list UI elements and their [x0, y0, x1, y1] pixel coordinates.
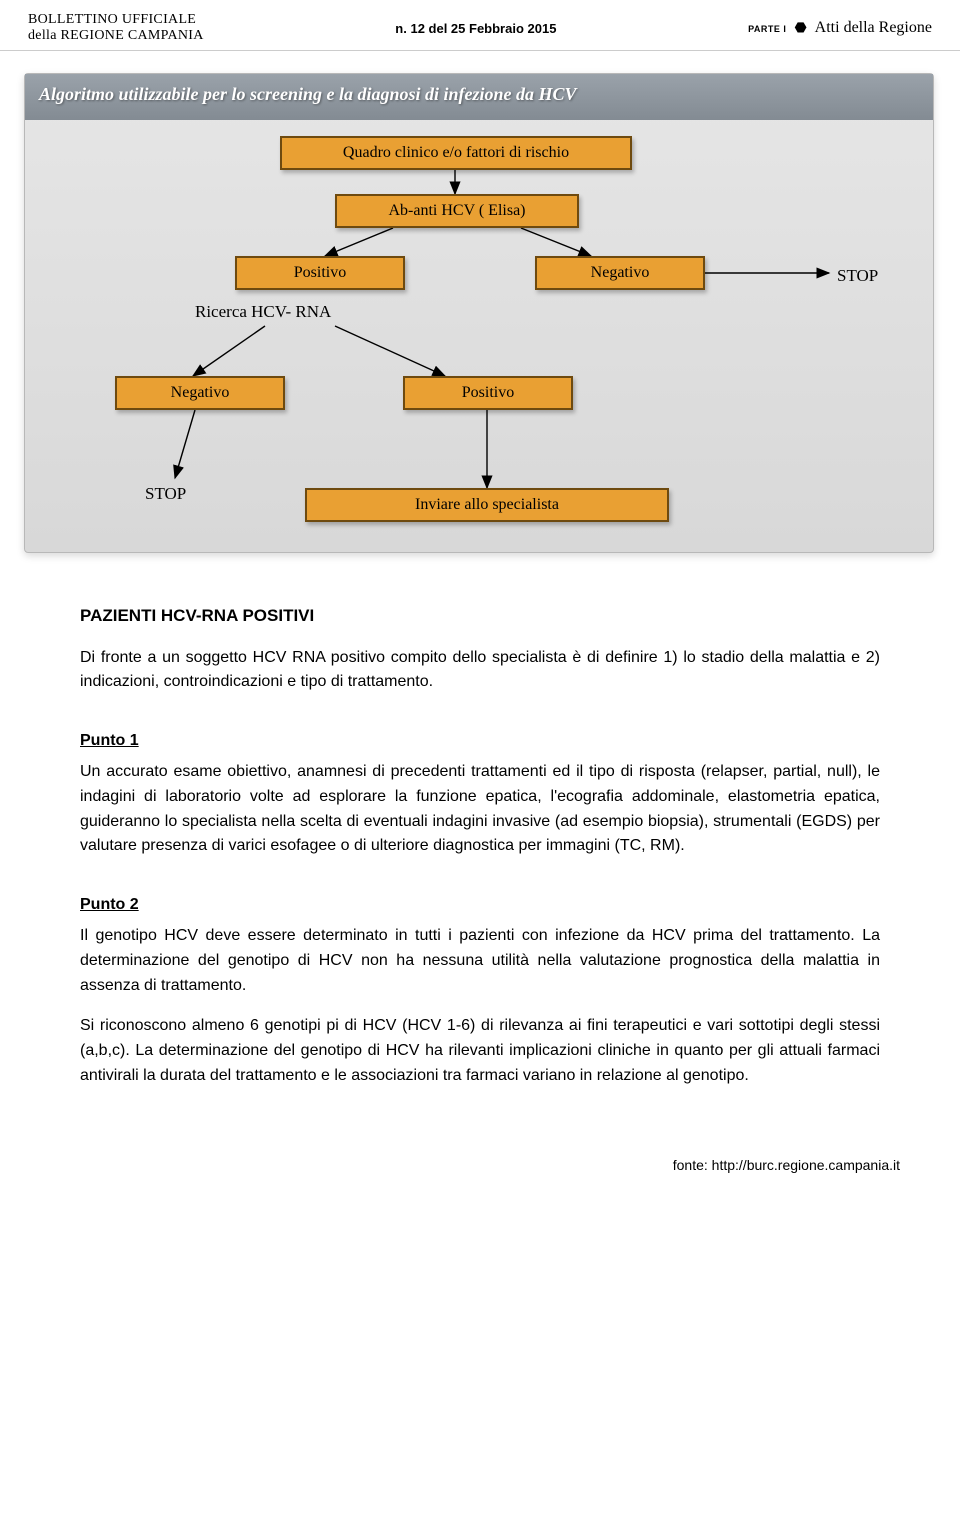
region-shield-icon: ⬣ — [794, 19, 806, 36]
flow-box-elisa: Ab-anti HCV ( Elisa) — [335, 194, 579, 228]
flow-text-stop1: STOP — [837, 266, 878, 286]
atti-label: Atti della Regione — [815, 19, 932, 37]
flow-box-positivo2: Positivo — [403, 376, 573, 410]
punto1-label: Punto 1 — [80, 729, 139, 754]
flow-box-negativo1: Negativo — [535, 256, 705, 290]
header-left: BOLLETTINO UFFICIALE della REGIONE CAMPA… — [28, 12, 204, 44]
flow-box-positivo1: Positivo — [235, 256, 405, 290]
flow-text-ricerca: Ricerca HCV- RNA — [195, 302, 331, 322]
page-header: BOLLETTINO UFFICIALE della REGIONE CAMPA… — [0, 0, 960, 51]
punto2-label: Punto 2 — [80, 893, 139, 918]
document-content: PAZIENTI HCV-RNA POSITIVI Di fronte a un… — [0, 553, 960, 1125]
bollettino-line1: BOLLETTINO UFFICIALE — [28, 12, 204, 28]
intro-paragraph: Di fronte a un soggetto HCV RNA positivo… — [80, 646, 880, 696]
flow-box-negativo2: Negativo — [115, 376, 285, 410]
header-right: PARTE I ⬣ Atti della Regione — [748, 19, 932, 37]
punto2-p2: Si riconoscono almeno 6 genotipi pi di H… — [80, 1014, 880, 1088]
header-issue: n. 12 del 25 Febbraio 2015 — [395, 21, 556, 36]
flow-box-quadro: Quadro clinico e/o fattori di rischio — [280, 136, 632, 170]
page-footer: fonte: http://burc.regione.campania.it — [0, 1125, 960, 1191]
parte-label: PARTE I — [748, 24, 786, 34]
flowchart-panel: Algoritmo utilizzabile per lo screening … — [24, 73, 934, 553]
section-heading: PAZIENTI HCV-RNA POSITIVI — [80, 603, 880, 629]
flowchart-container: Algoritmo utilizzabile per lo screening … — [0, 51, 960, 553]
flow-box-inviare: Inviare allo specialista — [305, 488, 669, 522]
bollettino-line2: della REGIONE CAMPANIA — [28, 28, 204, 44]
flowchart-title: Algoritmo utilizzabile per lo screening … — [25, 74, 933, 120]
flow-text-stop2: STOP — [145, 484, 186, 504]
punto1-text: Un accurato esame obiettivo, anamnesi di… — [80, 760, 880, 859]
punto2-p1: Il genotipo HCV deve essere determinato … — [80, 924, 880, 998]
